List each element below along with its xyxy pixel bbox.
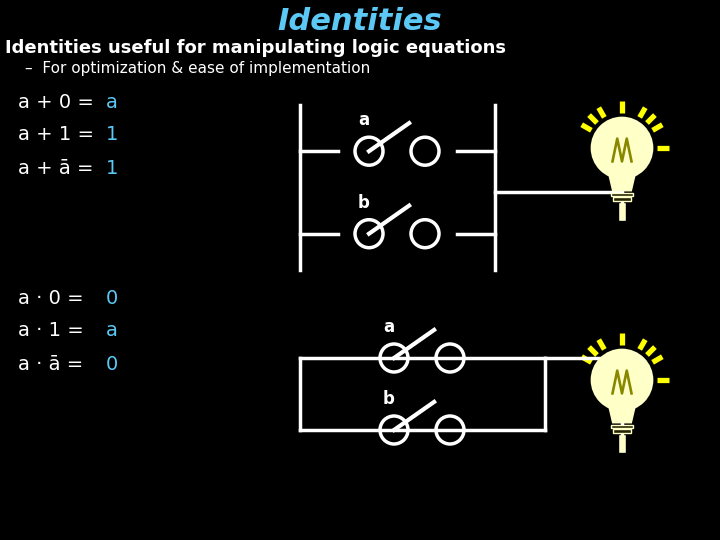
Text: a: a [384,318,395,336]
Text: –  For optimization & ease of implementation: – For optimization & ease of implementat… [25,60,370,76]
Circle shape [590,117,653,179]
Text: 0: 0 [106,288,118,307]
Text: b: b [383,390,395,408]
Text: a: a [106,92,118,111]
Text: 1: 1 [106,125,118,145]
Text: 0: 0 [106,354,118,374]
Bar [611,193,634,197]
Text: a + 1 =: a + 1 = [18,125,100,145]
Bar [613,429,631,433]
Bar [613,198,631,201]
Circle shape [590,349,653,411]
Polygon shape [608,406,635,423]
Polygon shape [608,174,635,191]
Text: a · 1 =: a · 1 = [18,321,90,341]
Text: a · 0 =: a · 0 = [18,288,90,307]
Text: a + 0 =: a + 0 = [18,92,100,111]
Text: Identities: Identities [278,8,442,37]
Bar [611,424,634,428]
Text: a + ā =: a + ā = [18,159,100,178]
Text: b: b [358,194,370,212]
Text: Identities useful for manipulating logic equations: Identities useful for manipulating logic… [5,39,506,57]
Text: 1: 1 [106,159,118,178]
Text: a: a [106,321,118,341]
Text: a: a [359,111,369,129]
Text: a · ā =: a · ā = [18,354,89,374]
